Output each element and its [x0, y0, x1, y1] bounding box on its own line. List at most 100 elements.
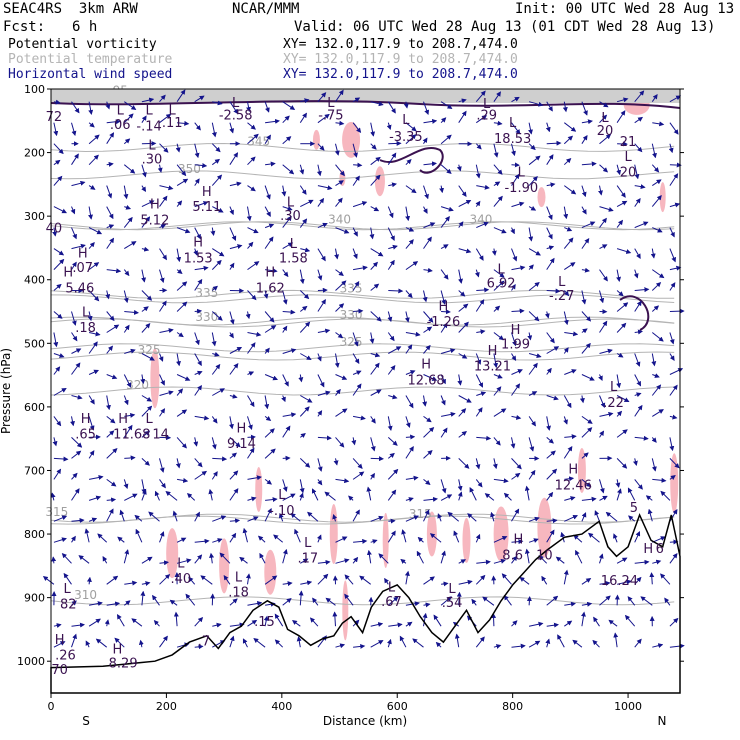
wind-vector	[634, 329, 643, 335]
wind-vector	[282, 425, 291, 438]
pv-extremum-label: L	[64, 582, 72, 597]
wind-vector	[581, 237, 590, 249]
pv-extremum-label: H	[488, 344, 498, 359]
wind-vector	[652, 179, 662, 187]
wind-vector	[264, 575, 278, 585]
wind-vector	[52, 227, 58, 237]
wind-vector	[440, 348, 456, 354]
wind-vector	[299, 290, 310, 300]
wind-vector	[651, 195, 662, 207]
wind-vector	[245, 573, 251, 585]
wind-vector	[273, 534, 284, 543]
wind-vector	[493, 120, 503, 126]
wind-vector	[412, 638, 424, 648]
wind-vector	[264, 347, 270, 354]
wind-vector	[652, 643, 664, 649]
wind-vector	[634, 90, 645, 103]
wind-vector	[264, 325, 277, 333]
wind-vector	[299, 492, 304, 501]
wind-vector	[616, 557, 628, 564]
wind-vector	[335, 478, 350, 484]
wind-vector	[616, 410, 623, 417]
pv-extremum-label: L	[509, 116, 517, 131]
wind-vector	[299, 479, 305, 494]
wind-vector	[405, 134, 417, 145]
org-name: NCAR/MMM	[232, 1, 300, 17]
wind-vector	[159, 113, 172, 124]
wind-vector	[528, 516, 540, 522]
wind-vector	[247, 290, 257, 301]
wind-vector	[555, 556, 565, 564]
wind-vector	[194, 353, 202, 367]
pv-extremum-label: H	[112, 643, 122, 658]
wind-vector	[429, 533, 442, 543]
wind-vector	[124, 493, 138, 501]
wind-vector	[253, 637, 266, 648]
wind-vector	[528, 416, 536, 427]
wind-vector	[440, 494, 453, 501]
x-tick-label: 1000	[614, 700, 642, 713]
wind-vector	[123, 138, 131, 145]
wind-vector	[317, 299, 326, 312]
wind-vector	[264, 508, 272, 522]
pv-extremum-label: 18.53	[494, 132, 531, 147]
theta-contour-label: 325	[138, 343, 161, 357]
forecast-hours: 6 h	[72, 19, 98, 35]
wind-vector	[352, 122, 362, 133]
wind-vector	[159, 269, 165, 284]
wind-vector	[353, 538, 368, 544]
wind-vector	[370, 143, 377, 150]
wind-vector	[493, 386, 502, 396]
wind-vector	[335, 408, 348, 417]
pv-extremum-label: 12.46	[555, 479, 592, 494]
wind-vector	[88, 416, 95, 431]
wind-vector	[247, 156, 256, 166]
wind-vector	[634, 559, 650, 565]
wind-vector	[613, 533, 618, 543]
wind-vector	[247, 261, 260, 271]
wind-vector	[53, 515, 68, 522]
theta-contour	[50, 316, 675, 326]
wind-vector	[440, 101, 453, 109]
wind-vector	[229, 362, 239, 375]
pv-shading	[342, 121, 361, 158]
terrain-outline	[50, 513, 681, 694]
wind-vector	[194, 415, 210, 421]
wind-vector	[194, 143, 200, 159]
wind-vector	[194, 384, 202, 396]
wind-vector	[669, 162, 682, 168]
wind-vector	[157, 164, 163, 173]
pv-extremum-label: L	[177, 557, 185, 572]
wind-vector	[422, 395, 428, 407]
y-tick-label: 200	[24, 147, 45, 160]
init-time: Init: 00 UTC Wed 28 Aug 13	[515, 1, 735, 17]
wind-vector	[423, 267, 433, 273]
wind-vector	[598, 185, 603, 196]
wind-vector	[546, 416, 551, 431]
wind-vector	[177, 120, 190, 126]
pv-shading	[659, 182, 666, 213]
wind-vector	[61, 552, 72, 564]
pv-extremum-label: H	[118, 412, 128, 427]
wind-vector	[88, 262, 100, 271]
theta-contour	[50, 515, 675, 525]
wind-vector	[369, 332, 375, 344]
wind-vector	[524, 548, 530, 564]
wind-vector	[573, 534, 583, 543]
pv-extremum-label: .40	[170, 572, 191, 587]
wind-vector	[634, 143, 643, 153]
wind-vector	[511, 332, 517, 347]
wind-vector	[247, 133, 259, 145]
wind-vector	[387, 364, 396, 375]
wind-vector	[335, 388, 341, 396]
wind-vector	[388, 244, 398, 250]
wind-vector	[85, 640, 91, 648]
wind-vector	[352, 509, 360, 522]
wind-vector	[669, 248, 676, 263]
wind-vector	[387, 311, 393, 323]
wind-vector	[616, 290, 624, 297]
wind-vector	[581, 452, 589, 459]
wind-vector	[387, 416, 393, 431]
wind-vector	[211, 363, 221, 375]
wind-vector	[511, 162, 520, 168]
